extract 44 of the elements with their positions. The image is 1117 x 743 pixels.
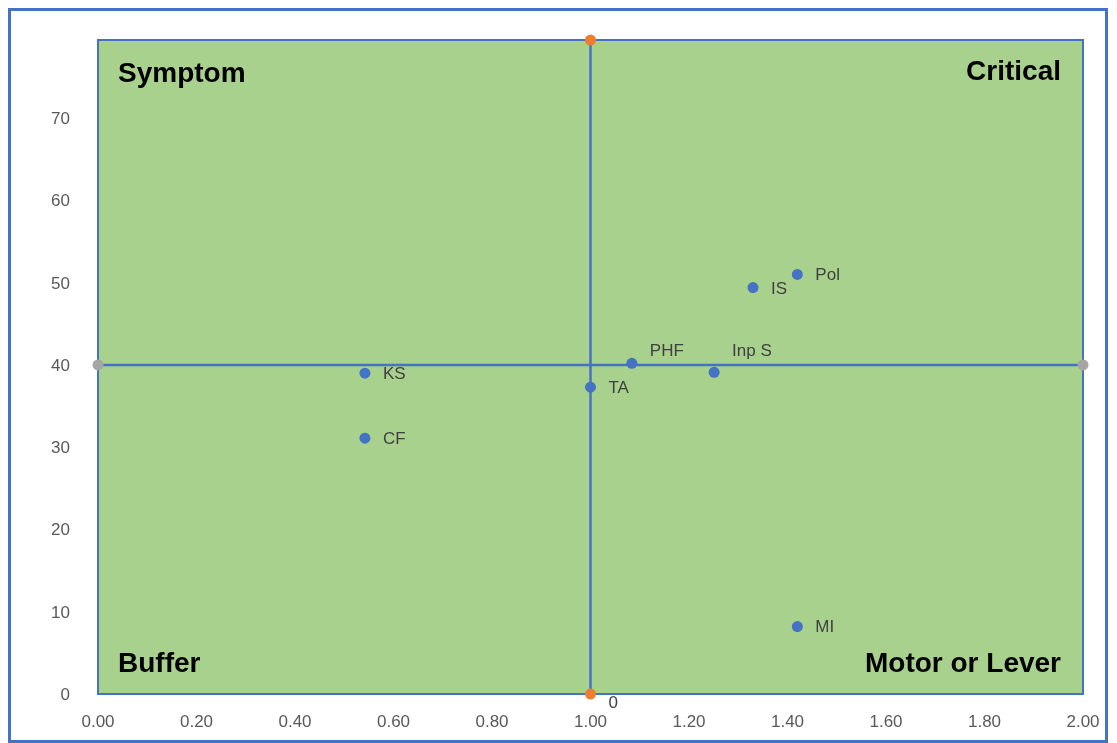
annotation: Motor or Lever [864, 647, 1062, 678]
annotation: 0 [608, 692, 618, 712]
y-tick-label: 40 [51, 355, 70, 375]
x-tick-label: 0.80 [475, 712, 509, 731]
y-tick-label: 30 [51, 438, 70, 458]
annotation: IS [771, 278, 788, 298]
x-tick-label: 0.60 [376, 712, 411, 731]
point [626, 357, 638, 369]
annotation: Critical [966, 55, 1061, 86]
annotation: CF [382, 429, 406, 449]
point [359, 432, 371, 444]
annotation: Buffer [118, 647, 201, 678]
x-tick-label: 1.60 [869, 712, 903, 731]
annotation: Inp S [732, 340, 772, 360]
annotation: Pol [815, 265, 840, 285]
point [791, 621, 803, 633]
point [708, 366, 720, 378]
annotation: TA [608, 378, 630, 398]
x-tick-label: 0.40 [278, 712, 312, 731]
x-tick-label: 0.00 [81, 712, 115, 731]
x-tick-label: 2.00 [1066, 712, 1100, 731]
x-tick-label: 1.80 [967, 712, 1002, 731]
y-tick-label: 50 [51, 273, 70, 293]
y-tick-label: 60 [51, 191, 70, 211]
x-tick-label: 1.20 [672, 712, 706, 731]
annotation: MI [815, 617, 835, 637]
y-tick-label: 20 [51, 520, 70, 540]
y-tick-label: 0 [60, 684, 70, 704]
y-tick-label: 70 [51, 109, 70, 129]
x-tick-label: 0.20 [179, 712, 214, 731]
point [747, 282, 759, 294]
annotation: Symptom [118, 57, 246, 88]
x-tick-label: 1.40 [770, 712, 805, 731]
point [585, 381, 596, 393]
annotation: PHF [649, 340, 684, 360]
point [1077, 359, 1089, 371]
point [585, 34, 596, 46]
point [791, 268, 803, 280]
point [585, 688, 596, 700]
point [359, 367, 371, 379]
y-tick-label: 10 [51, 602, 70, 622]
point [92, 359, 104, 371]
annotation: KS [382, 364, 406, 384]
x-tick-label: 1.00 [573, 712, 608, 731]
